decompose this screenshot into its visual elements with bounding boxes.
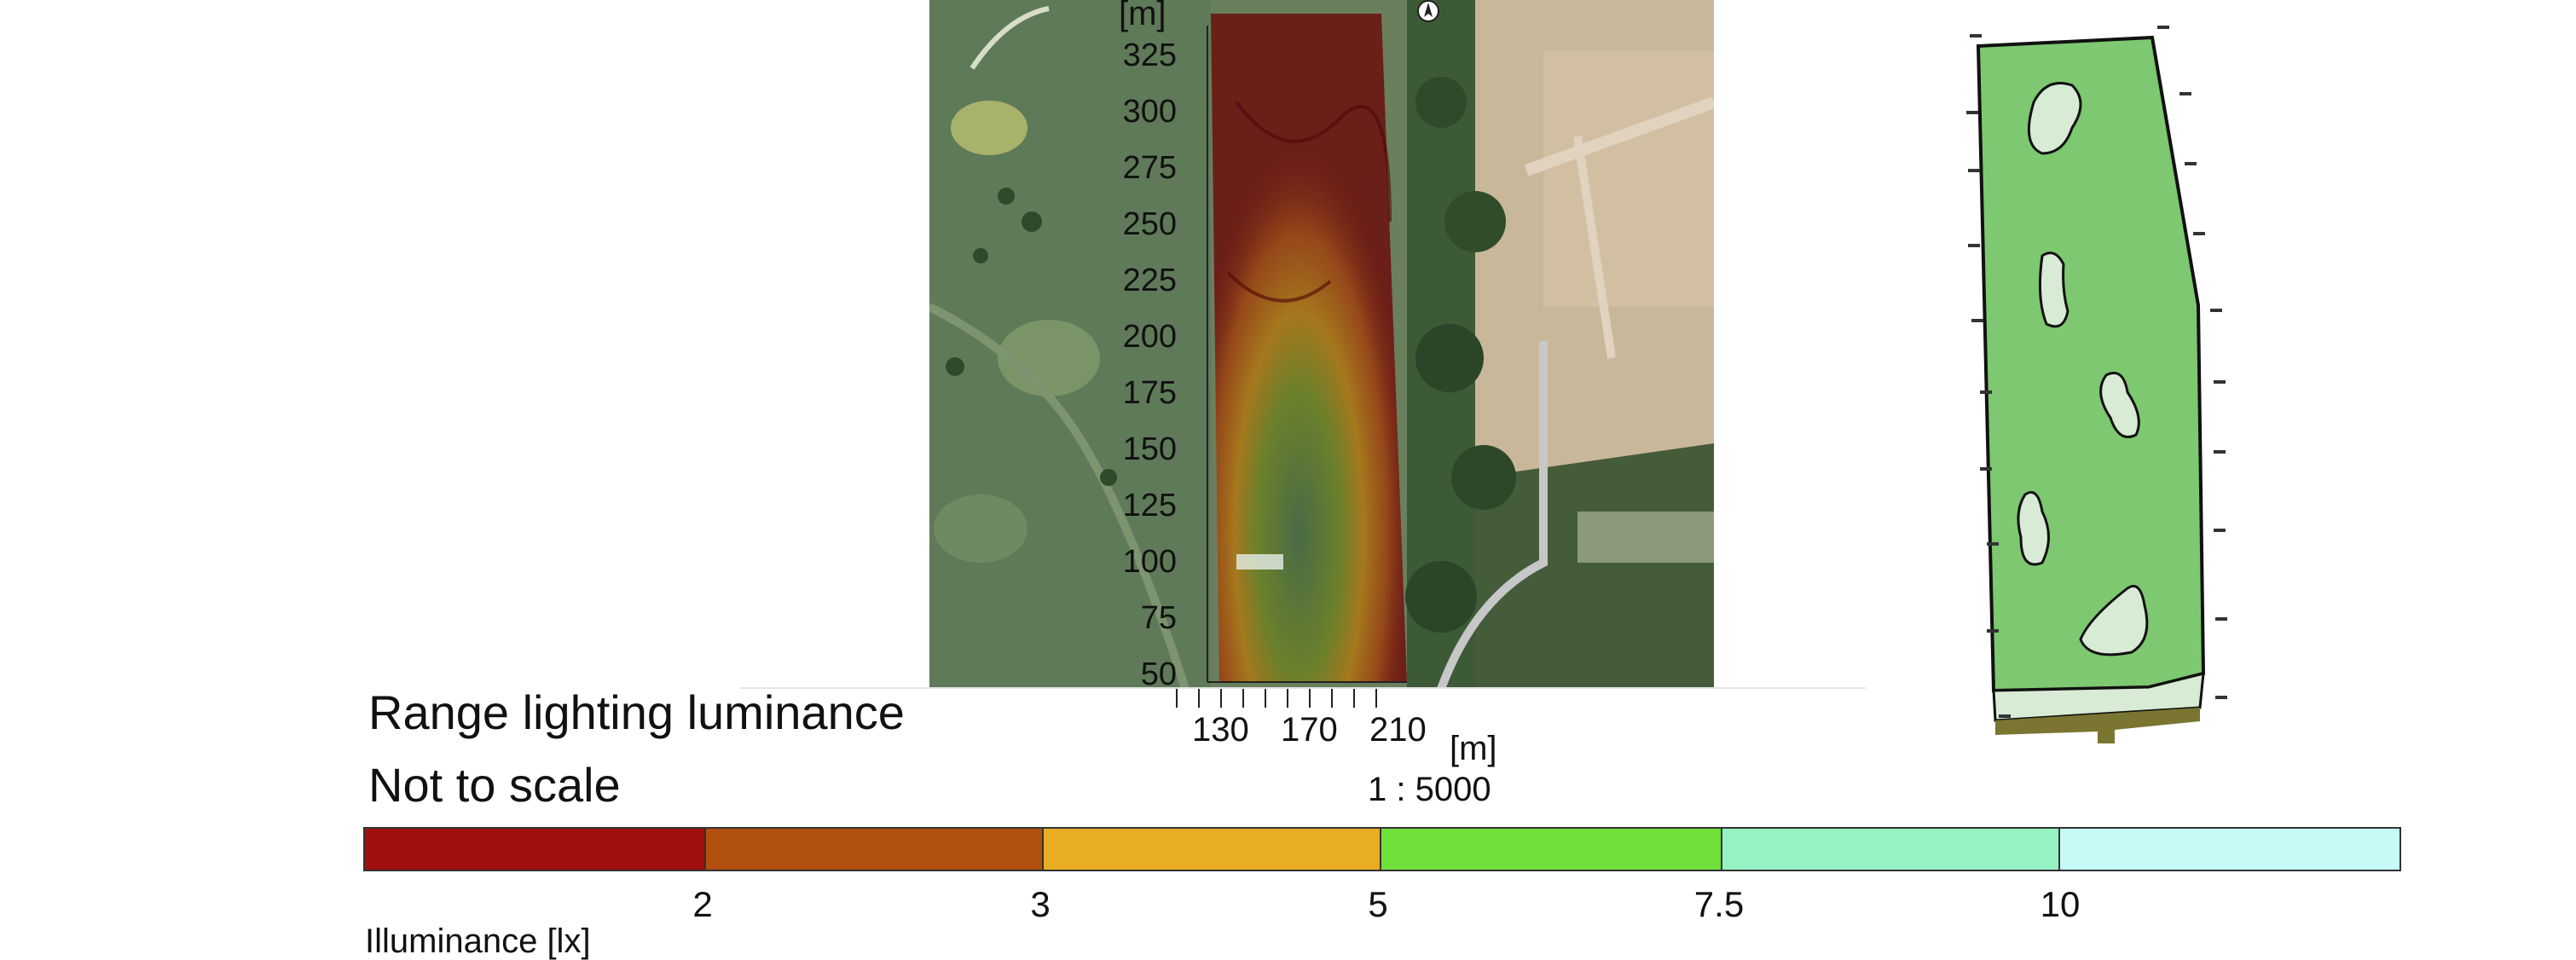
- x-tick-label: 130: [1192, 711, 1249, 749]
- range-green: [2038, 252, 2069, 328]
- legend-threshold-label: 5: [1368, 884, 1388, 924]
- y-tick-label: 275: [1122, 150, 1177, 186]
- legend-threshold-label: 7.5: [1693, 884, 1745, 924]
- figure-title: Range lighting luminance: [368, 685, 905, 739]
- y-tick-label: 200: [1122, 319, 1177, 355]
- x-tick-label: 210: [1369, 711, 1427, 749]
- legend-swatch-4: [1722, 829, 2060, 870]
- range-green: [2027, 82, 2082, 155]
- y-tick-label: 175: [1122, 375, 1177, 411]
- y-tick-label: 75: [1140, 600, 1177, 636]
- tee-box: [1995, 708, 2200, 743]
- illuminance-color-scale: [363, 827, 2401, 871]
- legend-swatch-1: [706, 829, 1044, 870]
- range-green: [2099, 372, 2140, 438]
- y-tick-label: 50: [1140, 656, 1177, 692]
- legend-swatch-2: [1044, 829, 1381, 870]
- x-axis-ticks: [1176, 689, 1377, 708]
- y-tick-label: 325: [1122, 38, 1177, 73]
- y-tick-label: 150: [1122, 431, 1177, 467]
- range-outline: [1976, 35, 2206, 693]
- aerial-map-graphic: [929, 0, 1714, 689]
- y-tick-label: 100: [1122, 544, 1177, 580]
- x-axis-unit: [m]: [1450, 730, 1497, 767]
- aerial-map: [929, 0, 1714, 689]
- y-tick-label: 250: [1122, 206, 1177, 242]
- legend-swatch-3: [1381, 829, 1722, 870]
- separator-line: [740, 687, 1866, 689]
- scale-ratio: 1 : 5000: [1368, 771, 1491, 808]
- y-tick-label: 225: [1122, 263, 1177, 298]
- y-tick-label: 300: [1122, 94, 1177, 130]
- tee-area: [1992, 672, 2205, 722]
- scale-note: Not to scale: [368, 758, 621, 812]
- legend-threshold-label: 2: [692, 884, 713, 924]
- legend-unit-label: Illuminance [lx]: [365, 922, 591, 960]
- legend-threshold-label: 10: [2040, 884, 2081, 924]
- range-green: [2017, 491, 2050, 566]
- legend-swatch-5: [2060, 829, 2399, 870]
- x-tick-label: 170: [1281, 711, 1338, 749]
- y-axis-unit: [m]: [1119, 0, 1166, 32]
- site-plan-diagram: [1966, 26, 2227, 743]
- plan-labels-dots: [1966, 26, 2227, 718]
- range-green: [2079, 585, 2149, 656]
- legend-threshold-label: 3: [1030, 884, 1051, 924]
- legend-swatch-0: [365, 829, 706, 870]
- y-tick-label: 125: [1122, 488, 1177, 523]
- north-arrow-icon: [1417, 0, 1439, 22]
